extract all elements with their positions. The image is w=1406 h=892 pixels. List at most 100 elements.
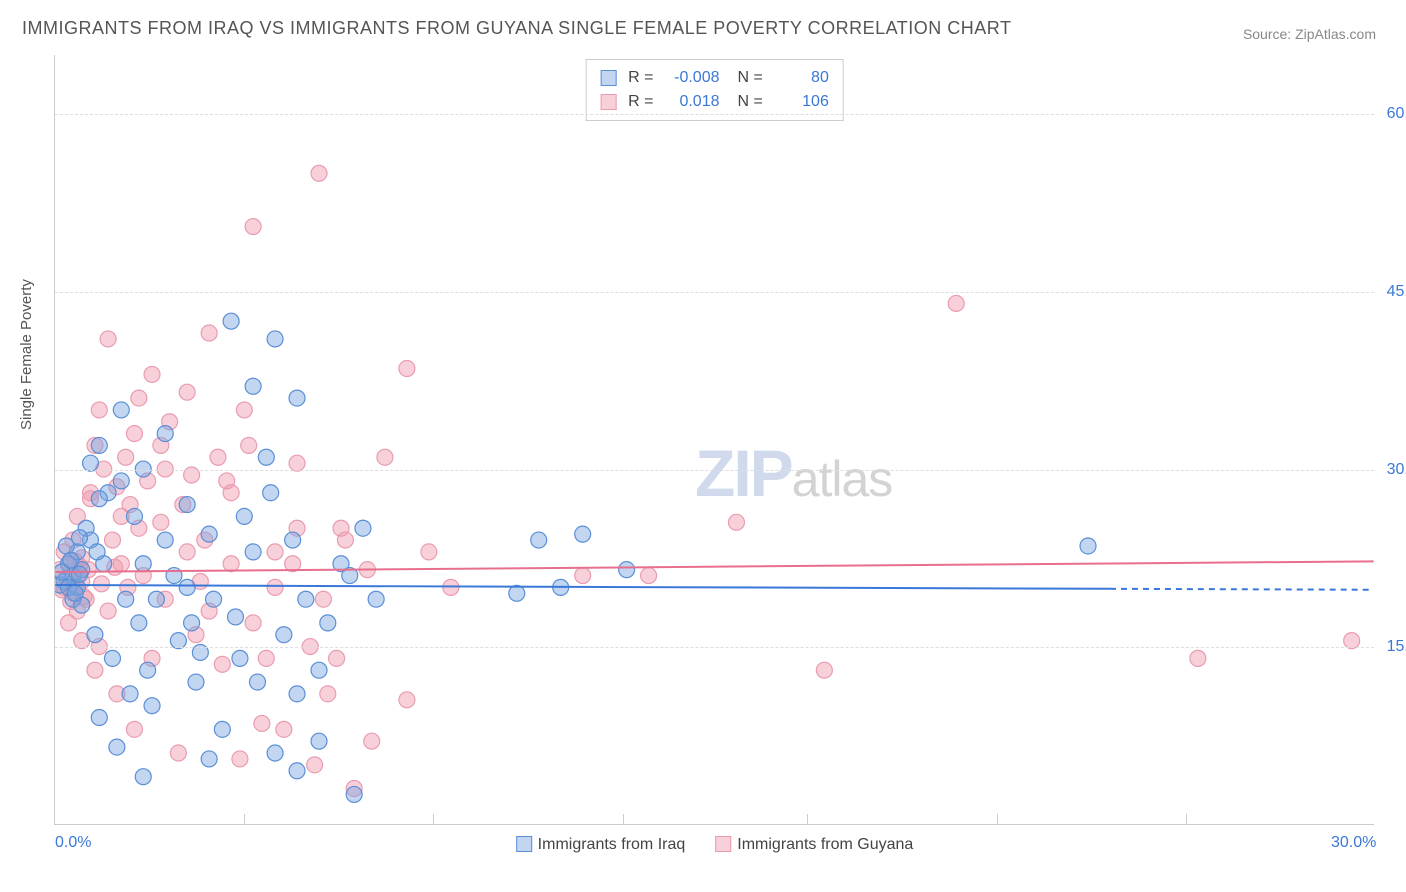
data-point (153, 514, 169, 530)
data-point (315, 591, 331, 607)
data-point (91, 491, 107, 507)
data-point (250, 674, 266, 690)
data-point (126, 508, 142, 524)
data-point (267, 331, 283, 347)
plot-area: ZIPatlas R =-0.008 N =80 R =0.018 N =106… (54, 55, 1374, 825)
data-point (289, 390, 305, 406)
data-point (100, 331, 116, 347)
data-point (236, 508, 252, 524)
data-point (1344, 633, 1360, 649)
data-point (170, 745, 186, 761)
y-axis-label: Single Female Poverty (18, 279, 35, 430)
iraq-label: Immigrants from Iraq (538, 836, 686, 853)
data-point (184, 615, 200, 631)
data-point (276, 721, 292, 737)
data-point (531, 532, 547, 548)
chart-title: IMMIGRANTS FROM IRAQ VS IMMIGRANTS FROM … (22, 18, 1011, 39)
data-point (91, 710, 107, 726)
trend-line (1110, 589, 1374, 590)
data-point (245, 544, 261, 560)
data-point (329, 650, 345, 666)
data-point (298, 591, 314, 607)
data-point (337, 532, 353, 548)
data-point (210, 449, 226, 465)
y-tick-label: 30.0% (1380, 461, 1406, 479)
data-point (377, 449, 393, 465)
data-point (311, 733, 327, 749)
data-point (575, 526, 591, 542)
data-point (201, 751, 217, 767)
data-point (245, 615, 261, 631)
data-point (289, 763, 305, 779)
y-tick-label: 15.0% (1380, 638, 1406, 656)
data-point (201, 526, 217, 542)
x-minor-tick (1186, 814, 1187, 824)
data-point (228, 609, 244, 625)
data-point (320, 686, 336, 702)
data-point (307, 757, 323, 773)
data-point (728, 514, 744, 530)
data-point (575, 568, 591, 584)
data-point (131, 390, 147, 406)
data-point (87, 662, 103, 678)
data-point (118, 449, 134, 465)
data-point (263, 485, 279, 501)
data-point (320, 615, 336, 631)
data-point (267, 579, 283, 595)
iraq-R: -0.008 (660, 66, 720, 90)
data-point (355, 520, 371, 536)
guyana-R: 0.018 (660, 90, 720, 114)
data-point (214, 721, 230, 737)
x-minor-tick (244, 814, 245, 824)
data-point (619, 562, 635, 578)
data-point (399, 361, 415, 377)
data-point (346, 786, 362, 802)
data-point (87, 627, 103, 643)
data-point (245, 219, 261, 235)
x-minor-tick (997, 814, 998, 824)
stat-row-iraq: R =-0.008 N =80 (600, 66, 829, 90)
data-point (179, 579, 195, 595)
data-point (206, 591, 222, 607)
data-point (816, 662, 832, 678)
data-point (144, 698, 160, 714)
data-point (188, 674, 204, 690)
data-point (179, 497, 195, 513)
data-point (254, 715, 270, 731)
data-point (223, 556, 239, 572)
data-point (311, 662, 327, 678)
data-point (258, 650, 274, 666)
data-point (100, 603, 116, 619)
data-point (232, 650, 248, 666)
data-point (245, 378, 261, 394)
data-point (148, 591, 164, 607)
data-point (89, 544, 105, 560)
stat-box: R =-0.008 N =80 R =0.018 N =106 (585, 59, 844, 121)
data-point (113, 473, 129, 489)
x-minor-tick (807, 814, 808, 824)
data-point (135, 769, 151, 785)
data-point (364, 733, 380, 749)
y-tick-label: 45.0% (1380, 283, 1406, 301)
x-minor-tick (623, 814, 624, 824)
trend-line (55, 585, 1110, 589)
data-point (421, 544, 437, 560)
data-point (170, 633, 186, 649)
iraq-N: 80 (769, 66, 829, 90)
data-point (126, 721, 142, 737)
swatch-guyana (600, 94, 616, 110)
stat-row-guyana: R =0.018 N =106 (600, 90, 829, 114)
data-point (641, 568, 657, 584)
data-point (118, 591, 134, 607)
data-point (219, 473, 235, 489)
data-point (72, 566, 88, 582)
data-point (948, 295, 964, 311)
data-point (267, 745, 283, 761)
swatch-iraq (600, 70, 616, 86)
data-point (276, 627, 292, 643)
data-point (131, 615, 147, 631)
data-point (509, 585, 525, 601)
guyana-label: Immigrants from Guyana (737, 836, 913, 853)
data-point (140, 662, 156, 678)
data-point (157, 426, 173, 442)
